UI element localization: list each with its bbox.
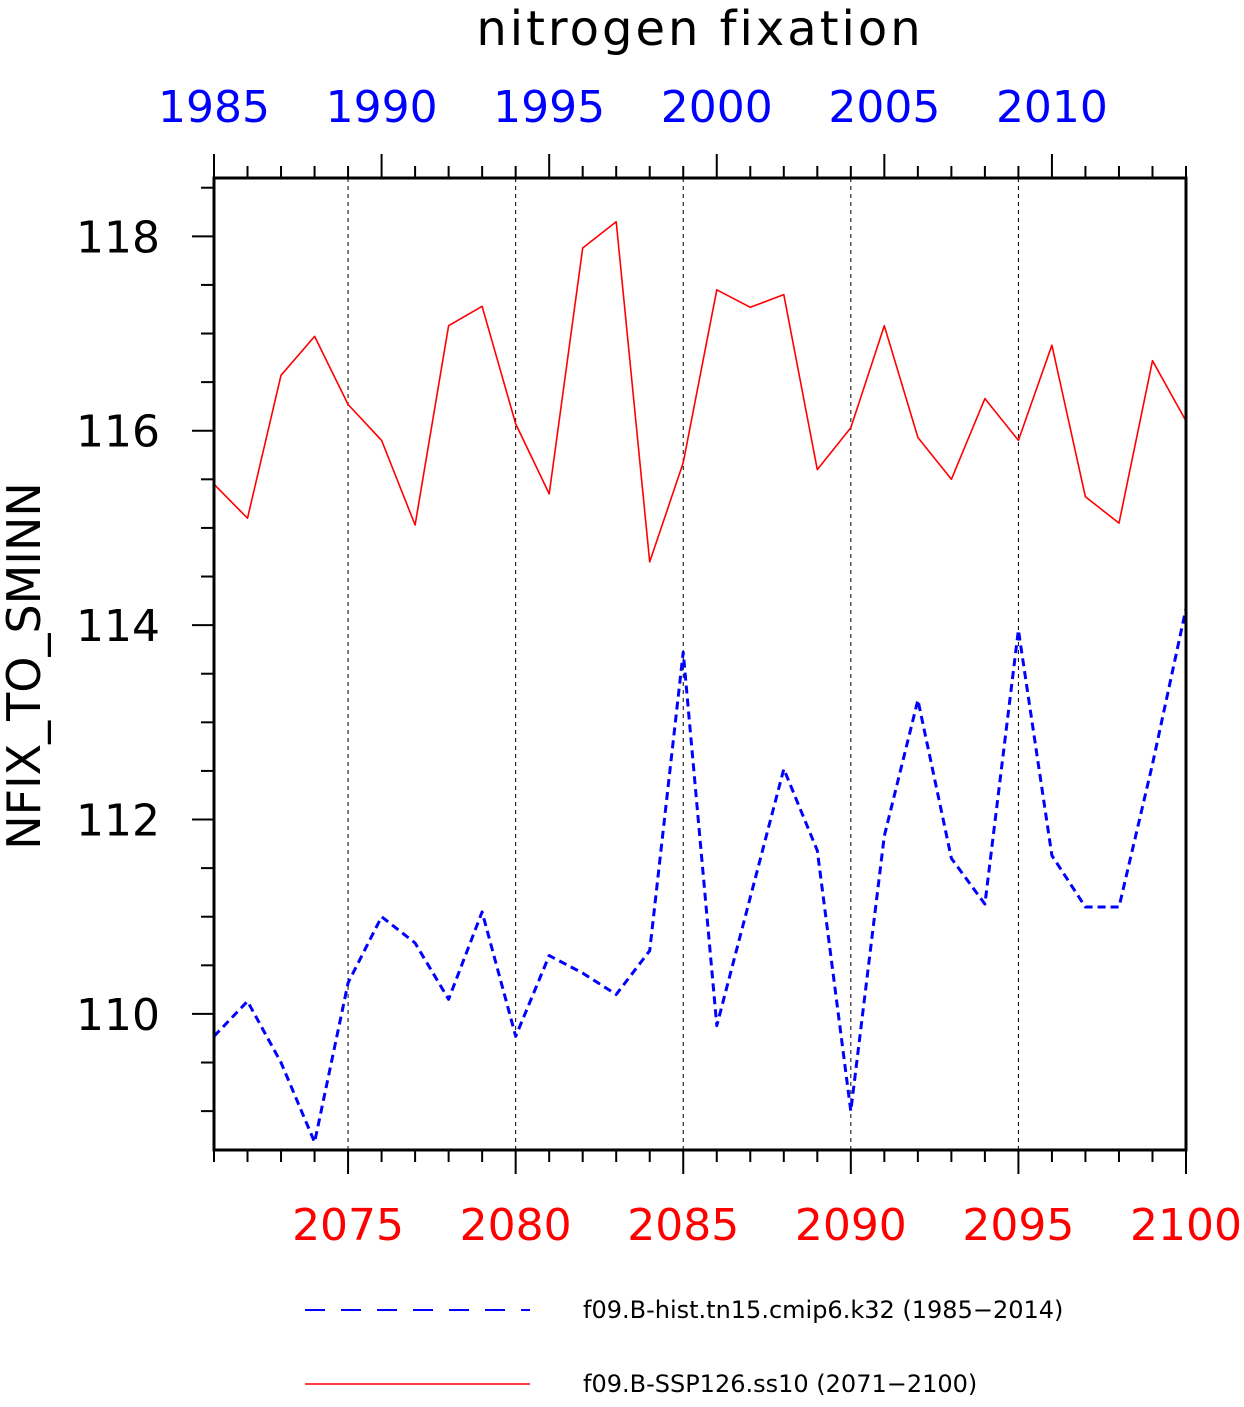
plot-frame: [212, 176, 1188, 1152]
grid-lines: [347, 178, 1019, 1150]
y-tick-label: 112: [76, 796, 160, 847]
top-tick-label: 1995: [493, 82, 605, 133]
bottom-tick-label: 2080: [460, 1200, 572, 1251]
series-line-0: [212, 608, 1188, 1144]
chart-title: nitrogen fixation: [476, 1, 923, 57]
legend-label-hist: f09.B-hist.tn15.cmip6.k32 (1985−2014): [583, 1296, 1063, 1324]
bottom-tick-label: 2075: [292, 1200, 404, 1251]
axis-ticks: [192, 154, 1187, 1174]
bottom-tick-label: 2095: [962, 1200, 1074, 1251]
y-tick-label: 118: [76, 212, 160, 263]
bottom-tick-label: 2090: [795, 1200, 907, 1251]
legend-label-ssp126: f09.B-SSP126.ss10 (2071−2100): [583, 1370, 977, 1398]
bottom-tick-label: 2100: [1130, 1200, 1242, 1251]
tick-labels: 110 112 114 116 118 2075 2080 2085 2090 2095 2100 1…: [76, 82, 1242, 1251]
top-tick-label: 1985: [158, 82, 270, 133]
top-tick-label: 2000: [661, 82, 773, 133]
top-tick-label: 1990: [326, 82, 438, 133]
y-axis-label: NFIX_TO_SMINN: [0, 482, 51, 850]
series-line-1: [213, 220, 1187, 563]
top-tick-label: 2010: [996, 82, 1108, 133]
legend: f09.B-hist.tn15.cmip6.k32 (1985−2014) f0…: [305, 1296, 1063, 1398]
y-tick-label: 110: [76, 990, 160, 1041]
bottom-tick-label: 2085: [627, 1200, 739, 1251]
series-lines: [212, 220, 1188, 1144]
y-tick-label: 116: [76, 407, 160, 458]
y-tick-label: 114: [76, 601, 160, 652]
top-tick-label: 2005: [828, 82, 940, 133]
